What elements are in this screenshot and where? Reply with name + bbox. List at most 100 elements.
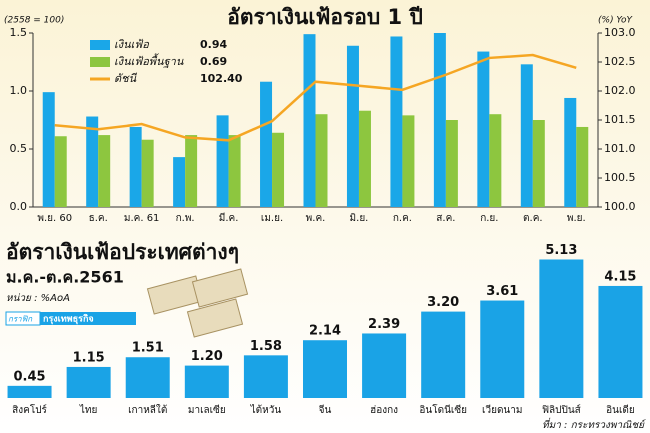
bar [66, 366, 111, 398]
y-axis-label: (2558 = 100) [4, 16, 64, 26]
chart-title: อัตราเงินเฟ้อประเทศต่างๆ [6, 240, 239, 264]
bar [125, 357, 170, 398]
bar [390, 36, 403, 208]
x-tick-label: ธ.ค. [89, 213, 108, 224]
bar [445, 120, 458, 207]
x-tick-label: พ.ย. [567, 213, 586, 224]
x-tick-label: ก.พ. [176, 213, 195, 224]
y2-tick-label: 103.0 [604, 26, 636, 39]
x-tick-label: พ.ค. [306, 213, 326, 224]
value-label: 4.15 [604, 269, 636, 284]
x-tick-label: ก.ย. [480, 213, 498, 224]
bar [98, 135, 111, 207]
bar [362, 333, 407, 398]
legend-value: 0.94 [200, 38, 227, 51]
y2-axis-label: (%) YoY [598, 16, 633, 26]
bar [173, 157, 186, 207]
money-icon [146, 268, 249, 338]
x-tick-label: พ.ย. 60 [37, 213, 72, 224]
bar [260, 81, 273, 207]
line [54, 53, 577, 142]
legend-label: เงินเฟ้อพื้นฐาน [114, 53, 184, 68]
bar [539, 259, 584, 398]
x-tick-label: ไต้หวัน [250, 404, 282, 416]
bar [489, 114, 502, 207]
bar [598, 285, 643, 398]
legend-value: 102.40 [200, 72, 243, 85]
publisher: กรุงเทพธุรกิจ [43, 314, 94, 325]
y2-tick-label: 100.0 [604, 200, 636, 213]
y-tick-label: 0.5 [10, 142, 28, 155]
bar [303, 34, 316, 207]
unit-label: หน่วย : %AoA [6, 293, 70, 304]
y2-tick-label: 101.0 [604, 142, 636, 155]
value-label: 1.20 [191, 349, 223, 364]
x-tick-label: ต.ค. [523, 213, 543, 224]
x-tick-label: อินเดีย [606, 404, 635, 416]
x-tick-label: ฟิลิปปินส์ [542, 404, 581, 416]
x-tick-label: เวียดนาม [482, 404, 522, 416]
bar [346, 45, 359, 208]
bar [480, 300, 525, 398]
y2-tick-label: 100.5 [604, 171, 636, 184]
x-tick-label: มี.ค. [219, 212, 239, 224]
value-label: 0.45 [14, 369, 46, 384]
legend-label: เงินเฟ้อ [114, 38, 149, 51]
x-tick-label: อินโดนีเซีย [419, 403, 467, 416]
bar [358, 110, 371, 207]
x-tick-label: ฮ่องกง [370, 405, 398, 416]
bar [141, 139, 154, 207]
x-tick-label: ก.ค. [393, 213, 412, 224]
y-tick-label: 0.0 [10, 200, 28, 213]
bar [532, 120, 545, 207]
bar [272, 132, 285, 207]
y-tick-label: 1.0 [10, 84, 28, 97]
y2-tick-label: 102.5 [604, 55, 636, 68]
value-label: 1.15 [73, 350, 105, 365]
credit: กราฟิก [8, 315, 33, 324]
bar [42, 92, 55, 207]
y2-tick-label: 102.0 [604, 84, 636, 97]
bar [228, 135, 241, 207]
y2-tick-label: 101.5 [604, 113, 636, 126]
bar [7, 385, 52, 398]
bar [185, 135, 198, 207]
bar [421, 311, 466, 398]
bar [576, 126, 589, 207]
bar [402, 115, 415, 207]
bar [477, 51, 490, 208]
x-tick-label: เม.ย. [261, 213, 283, 224]
value-label: 1.58 [250, 339, 282, 354]
value-label: 1.51 [132, 341, 164, 356]
value-label: 3.61 [486, 284, 518, 299]
bar [303, 340, 347, 398]
value-label: 2.39 [368, 317, 400, 332]
x-tick-label: ส.ค. [436, 213, 455, 224]
bar [564, 97, 577, 207]
chart-subtitle: ม.ค.-ต.ค.2561 [6, 268, 124, 287]
y-tick-label: 1.5 [10, 26, 28, 39]
bar [315, 114, 328, 207]
legend-value: 0.69 [200, 55, 227, 68]
bar [184, 365, 229, 398]
bar [520, 64, 533, 207]
value-label: 2.14 [309, 324, 341, 339]
chart-title: อัตราเงินเฟ้อรอบ 1 ปี [227, 5, 423, 29]
publisher-box [40, 312, 136, 325]
legend-swatch [90, 40, 110, 50]
x-tick-label: มาเลเซีย [188, 404, 226, 416]
legend-swatch [90, 57, 110, 67]
source: ที่มา : กระทรวงพาณิชย์ [542, 417, 646, 431]
bar [433, 33, 446, 207]
value-label: 5.13 [545, 243, 577, 258]
bar [129, 126, 142, 207]
bar [216, 115, 229, 207]
x-tick-label: สิงคโปร์ [12, 403, 47, 416]
bar [54, 136, 67, 207]
x-tick-label: เกาหลีใต้ [128, 404, 167, 416]
x-tick-label: มิ.ย. [350, 213, 369, 224]
bar [243, 355, 288, 398]
value-label: 3.20 [427, 295, 459, 310]
x-tick-label: ไทย [79, 404, 97, 416]
